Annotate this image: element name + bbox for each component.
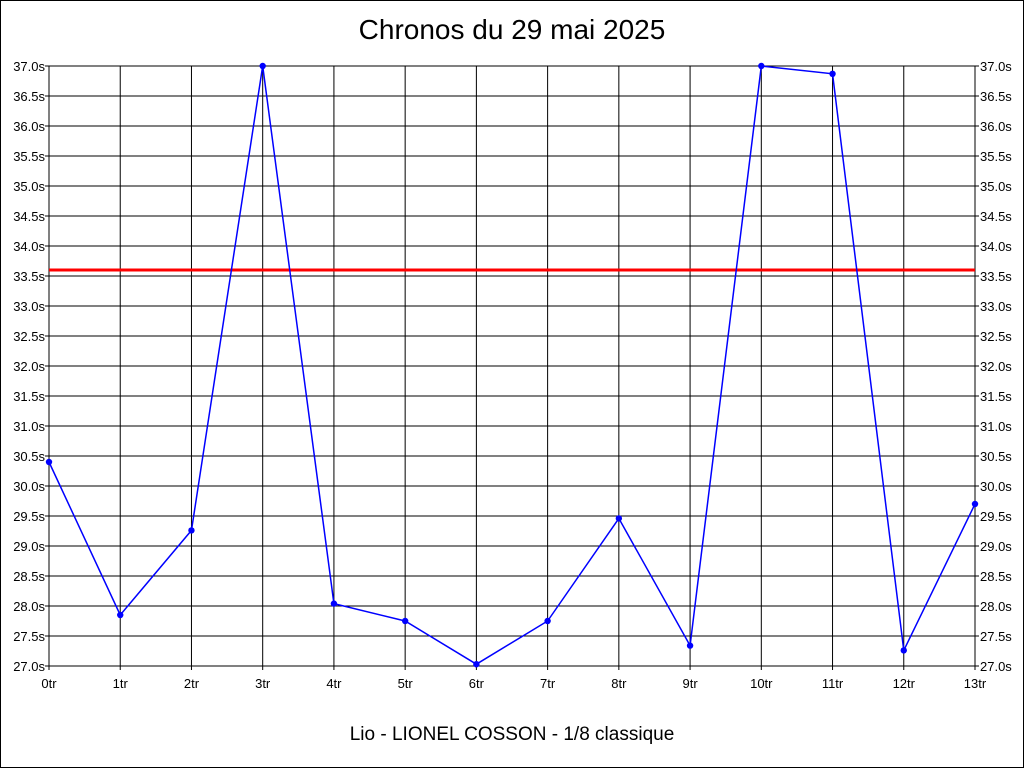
y-tick-label-left: 37.0s [13,59,45,74]
data-point [544,617,551,625]
data-point [758,62,765,70]
y-tick-label-left: 35.5s [13,149,45,164]
y-tick-label-left: 27.0s [13,659,45,674]
x-tick-label: 1tr [113,676,129,691]
y-tick-label-right: 37.0s [980,59,1012,74]
y-tick-label-left: 34.0s [13,239,45,254]
y-tick-label-left: 31.0s [13,419,45,434]
x-tick-label: 10tr [750,676,773,691]
y-tick-label-right: 32.0s [980,359,1012,374]
y-tick-label-left: 34.5s [13,209,45,224]
series-line [48,65,976,666]
x-tick-label: 3tr [255,676,271,691]
y-tick-label-left: 28.0s [13,599,45,614]
x-tick-label: 13tr [964,676,987,691]
x-tick-label: 4tr [326,676,342,691]
data-point [473,661,480,668]
y-tick-label-left: 35.0s [13,179,45,194]
y-tick-label-right: 36.5s [980,89,1012,104]
data-point [117,611,124,619]
y-tick-label-right: 36.0s [980,119,1012,134]
data-point [188,527,195,534]
data-point [401,617,409,625]
data-point [45,458,53,466]
y-tick-label-right: 33.5s [980,269,1012,284]
y-tick-label-left: 33.0s [13,299,45,314]
x-tick-label: 8tr [611,676,627,691]
data-point [330,600,338,607]
y-tick-label-right: 30.0s [980,479,1012,494]
y-tick-label-right: 31.0s [980,419,1012,434]
y-tick-label-left: 28.5s [13,569,45,584]
y-tick-label-right: 34.0s [980,239,1012,254]
chart-xlabel: Lio - LIONEL COSSON - 1/8 classique [349,724,675,745]
x-tick-label: 5tr [398,676,414,691]
x-tick-label: 7tr [540,676,556,691]
y-tick-label-right: 33.0s [980,299,1012,314]
y-tick-label-left: 32.5s [13,329,45,344]
y-tick-label-right: 35.5s [980,149,1012,164]
y-tick-label-left: 33.5s [13,269,45,284]
x-tick-label: 12tr [893,676,916,691]
y-tick-label-right: 27.5s [980,629,1012,644]
y-tick-label-right: 28.0s [980,599,1012,614]
y-tick-label-right: 27.0s [980,659,1012,674]
y-tick-label-right: 29.5s [980,509,1012,524]
y-tick-label-left: 27.5s [13,629,45,644]
y-tick-label-left: 29.5s [13,509,45,524]
data-point [259,62,266,70]
x-tick-label: 11tr [822,676,844,691]
y-tick-label-right: 34.5s [980,209,1012,224]
data-point [900,647,907,654]
y-tick-label-left: 30.0s [13,479,45,494]
y-tick-label-right: 30.5s [980,449,1012,464]
y-tick-label-right: 29.0s [980,539,1012,554]
y-tick-label-left: 29.0s [13,539,45,554]
x-tick-label: 2tr [184,676,200,691]
x-tick-label: 0tr [41,676,57,691]
y-tick-label-left: 30.5s [13,449,45,464]
x-tick-label: 6tr [469,676,485,691]
y-tick-label-left: 36.5s [13,89,45,104]
data-point [971,500,979,508]
x-tick-label: 9tr [682,676,698,691]
y-tick-label-right: 31.5s [980,389,1012,404]
y-tick-label-left: 31.5s [13,389,45,404]
data-point [686,642,694,649]
y-tick-label-right: 32.5s [980,329,1012,344]
y-tick-label-right: 35.0s [980,179,1012,194]
chart-title: Chronos du 29 mai 2025 [358,14,666,45]
y-tick-label-left: 36.0s [13,119,45,134]
y-tick-label-right: 28.5s [980,569,1012,584]
data-point [829,70,836,78]
data-point [615,515,623,522]
y-tick-label-left: 32.0s [13,359,45,374]
